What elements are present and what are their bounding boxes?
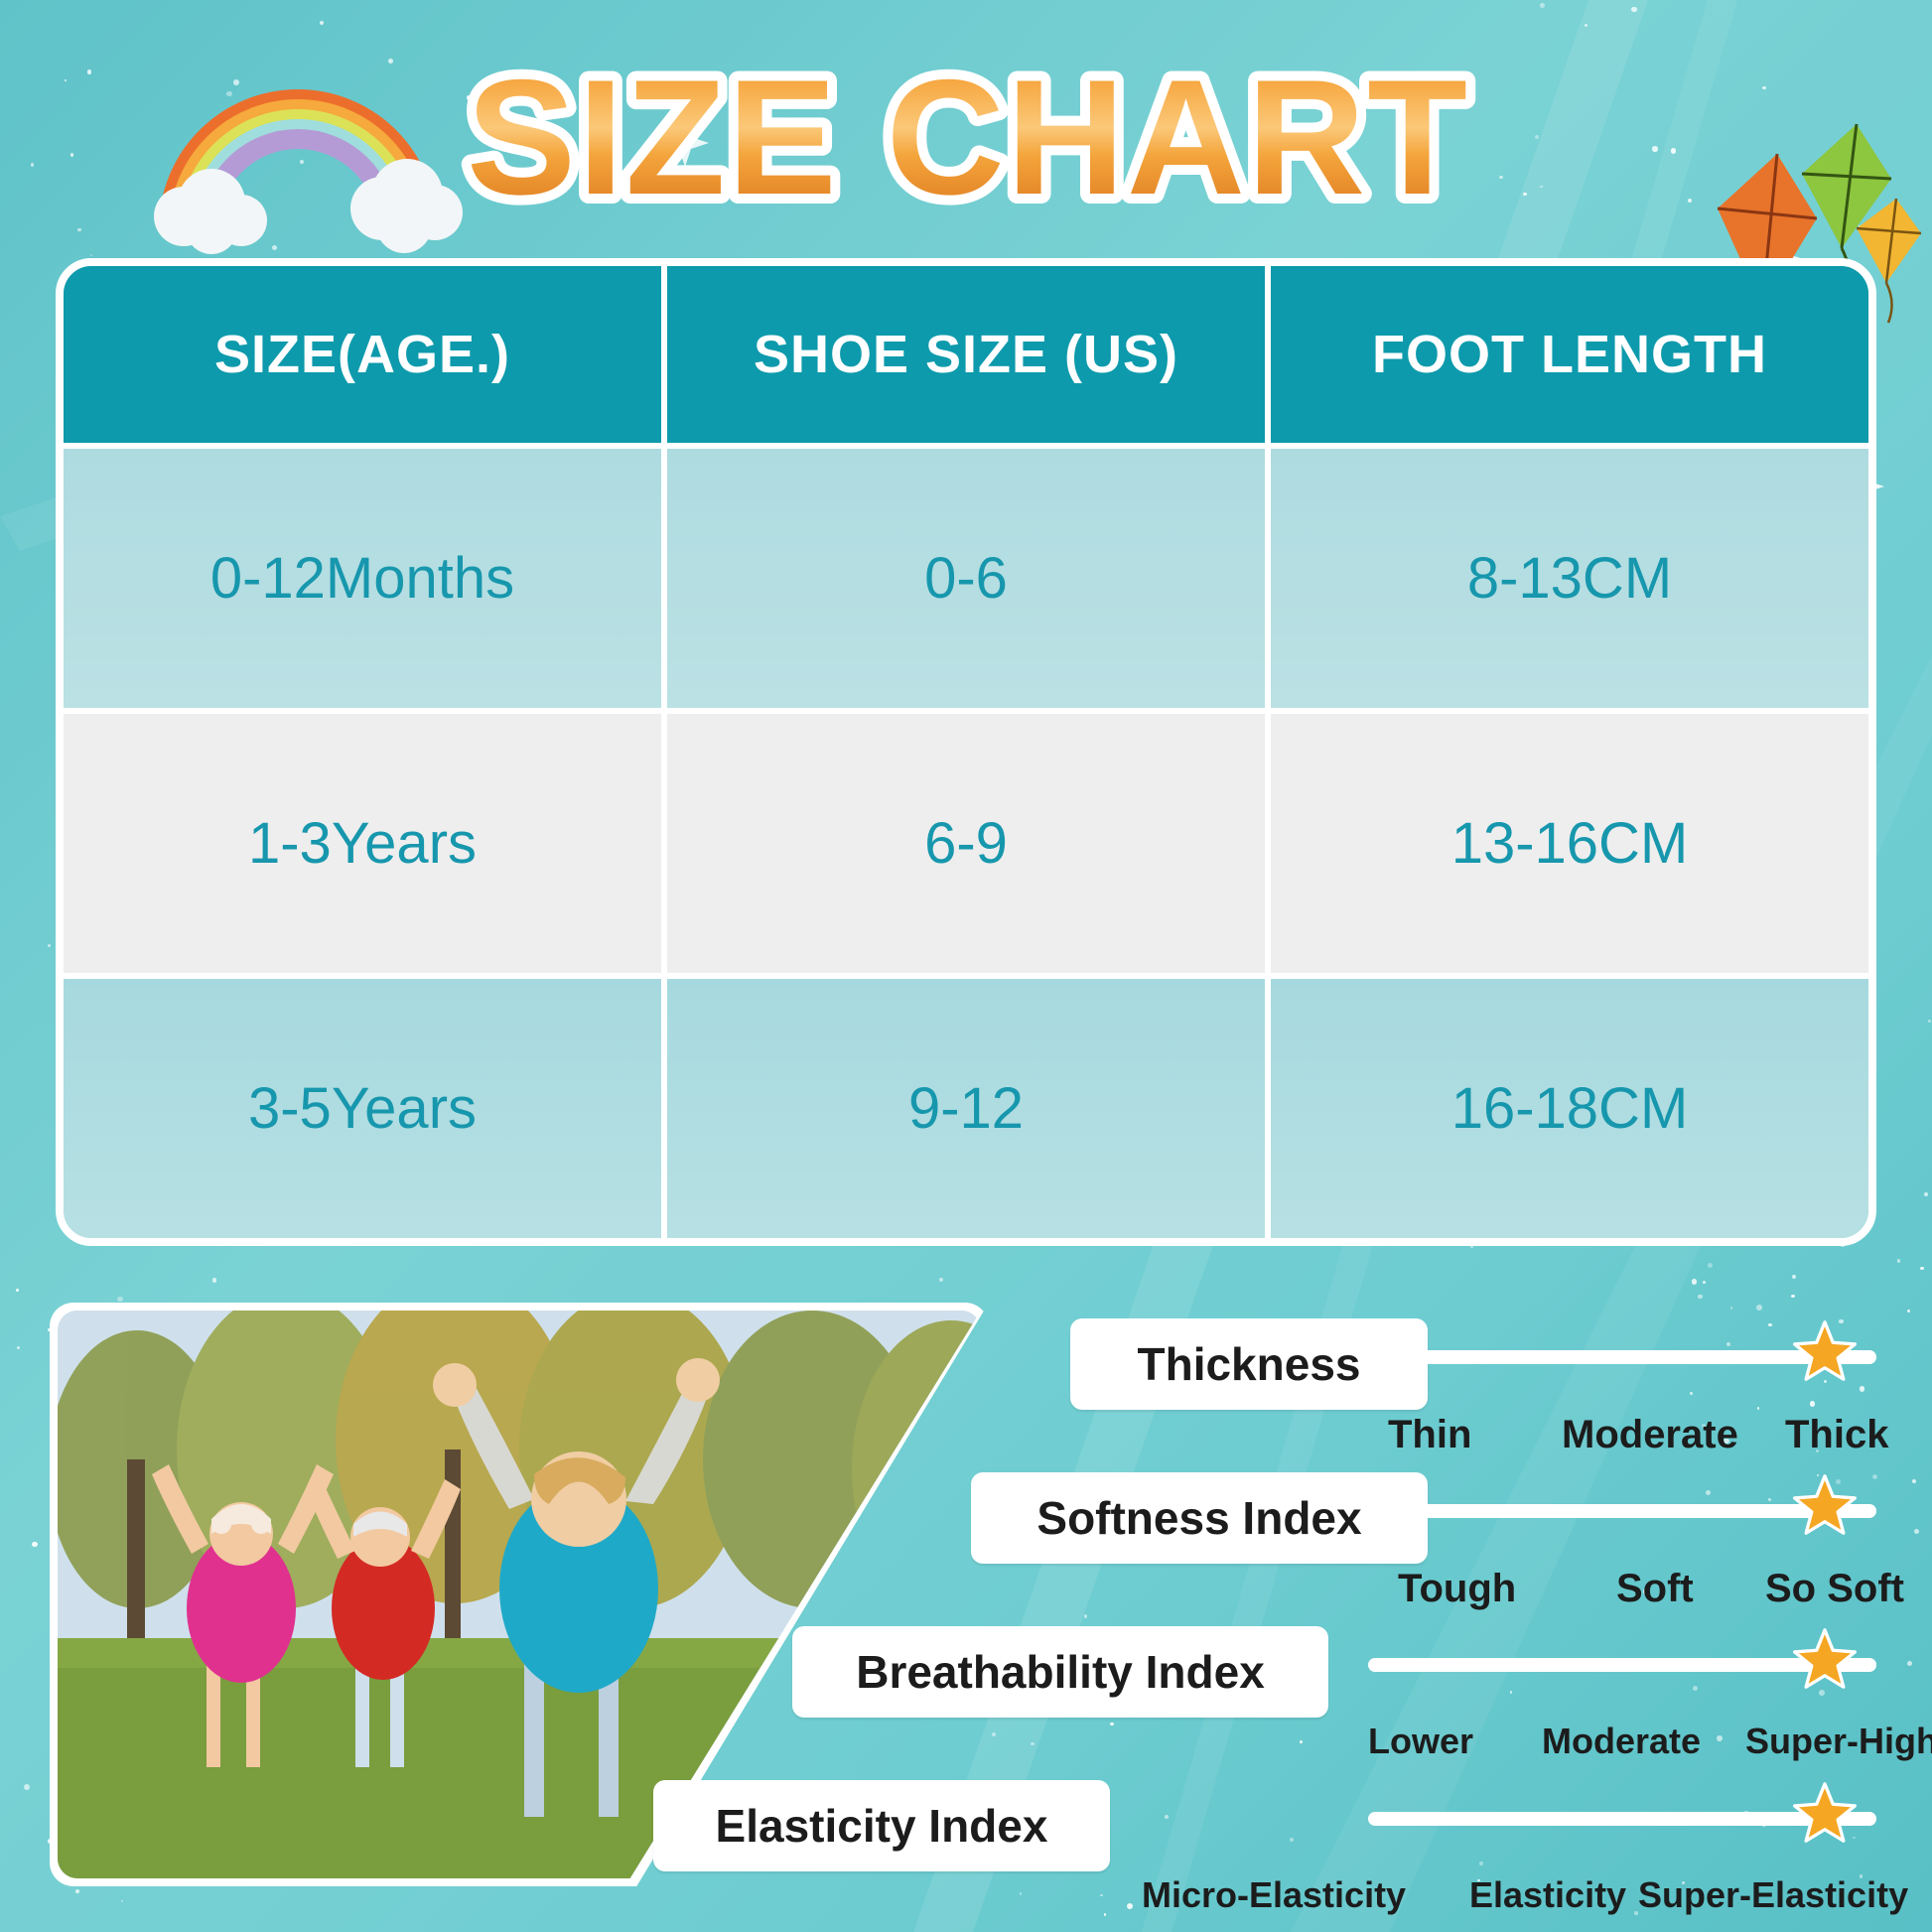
svg-text:SIZE CHART: SIZE CHART xyxy=(467,46,1469,228)
